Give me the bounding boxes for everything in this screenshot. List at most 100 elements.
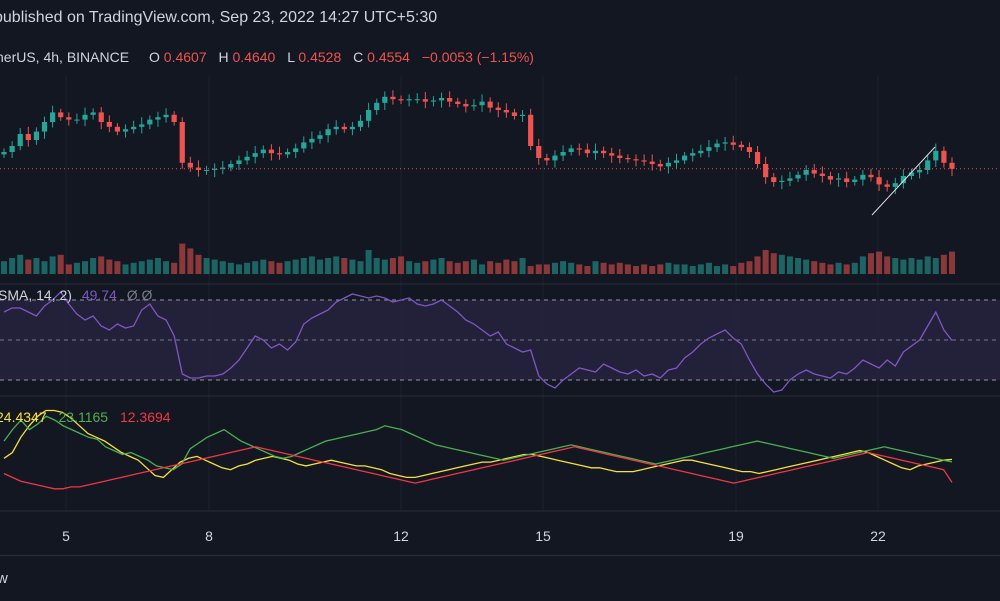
candle[interactable] — [625, 154, 631, 163]
candle[interactable] — [682, 152, 688, 164]
candle[interactable] — [552, 150, 558, 168]
trend-line[interactable] — [871, 146, 936, 216]
candle[interactable] — [536, 138, 542, 165]
candle[interactable] — [139, 117, 145, 134]
candle[interactable] — [698, 144, 704, 158]
candle[interactable] — [122, 124, 129, 138]
candle[interactable] — [333, 120, 339, 135]
candle[interactable] — [74, 113, 80, 124]
candle[interactable] — [33, 127, 40, 145]
candle[interactable] — [366, 102, 372, 128]
candle[interactable] — [860, 170, 866, 186]
candle[interactable] — [665, 157, 672, 174]
candle[interactable] — [916, 165, 923, 179]
candle[interactable] — [455, 98, 461, 108]
candle[interactable] — [114, 123, 121, 136]
candle[interactable] — [390, 90, 396, 105]
candle[interactable] — [690, 148, 696, 162]
candle[interactable] — [147, 115, 153, 130]
candle[interactable] — [398, 95, 404, 104]
candle[interactable] — [98, 107, 104, 130]
candle[interactable] — [244, 150, 250, 165]
candle[interactable] — [163, 108, 169, 123]
candle[interactable] — [41, 116, 48, 139]
candle[interactable] — [260, 145, 266, 158]
candle[interactable] — [406, 94, 412, 107]
candle[interactable] — [811, 164, 817, 178]
candle[interactable] — [649, 154, 655, 171]
candle[interactable] — [317, 131, 323, 144]
candle[interactable] — [25, 126, 31, 147]
candle[interactable] — [568, 144, 574, 156]
candle[interactable] — [503, 103, 509, 118]
candle[interactable] — [754, 146, 761, 169]
candle[interactable] — [641, 154, 647, 166]
candle[interactable] — [835, 173, 842, 187]
candle[interactable] — [609, 147, 615, 163]
candle[interactable] — [90, 108, 96, 120]
candles[interactable] — [1, 90, 955, 194]
candle[interactable] — [787, 171, 793, 187]
candle[interactable] — [422, 92, 428, 109]
candle[interactable] — [722, 137, 728, 151]
candle[interactable] — [852, 176, 858, 186]
candle[interactable] — [868, 168, 874, 182]
candle[interactable] — [203, 165, 210, 175]
price-chart[interactable]: herUS, 4h, BINANCE O 0.4607 H 0.4640 L 0… — [0, 36, 1000, 555]
candle[interactable] — [131, 120, 137, 134]
candle[interactable] — [106, 115, 112, 133]
candle[interactable] — [528, 108, 534, 151]
candle[interactable] — [479, 94, 485, 112]
candle[interactable] — [900, 169, 906, 189]
candle[interactable] — [795, 171, 801, 182]
candle[interactable] — [228, 160, 234, 172]
candle[interactable] — [220, 161, 226, 175]
candle[interactable] — [941, 146, 947, 168]
candle[interactable] — [17, 128, 23, 151]
candle[interactable] — [738, 141, 744, 151]
candle[interactable] — [357, 114, 364, 131]
candle[interactable] — [779, 175, 785, 190]
candle[interactable] — [819, 166, 825, 183]
candle[interactable] — [268, 144, 274, 161]
candle[interactable] — [179, 117, 185, 169]
candle[interactable] — [511, 108, 518, 120]
candle[interactable] — [50, 105, 56, 128]
candle[interactable] — [706, 140, 712, 158]
candle[interactable] — [892, 177, 898, 194]
candle[interactable] — [584, 143, 590, 158]
candle[interactable] — [746, 142, 753, 158]
candle[interactable] — [1, 148, 7, 158]
candle[interactable] — [600, 146, 607, 158]
candle[interactable] — [876, 170, 882, 191]
candle[interactable] — [463, 99, 469, 113]
candle[interactable] — [447, 91, 453, 107]
candle[interactable] — [171, 111, 177, 126]
candle[interactable] — [763, 156, 769, 184]
candle[interactable] — [714, 139, 720, 152]
candle[interactable] — [382, 91, 388, 110]
candle[interactable] — [592, 143, 599, 160]
candle[interactable] — [844, 171, 850, 188]
candle[interactable] — [9, 141, 15, 158]
candle[interactable] — [925, 154, 931, 175]
candle[interactable] — [617, 149, 623, 164]
candle[interactable] — [58, 108, 64, 121]
candle[interactable] — [414, 93, 420, 104]
candle[interactable] — [495, 102, 501, 118]
candle[interactable] — [195, 160, 202, 177]
candle[interactable] — [803, 165, 809, 181]
candle[interactable] — [82, 107, 88, 127]
candle[interactable] — [325, 123, 331, 143]
candle[interactable] — [908, 168, 915, 180]
candle[interactable] — [487, 97, 493, 113]
candle[interactable] — [430, 96, 437, 107]
candle[interactable] — [471, 99, 477, 111]
candle[interactable] — [252, 146, 258, 164]
candle[interactable] — [276, 146, 283, 160]
candle[interactable] — [544, 153, 550, 166]
candle[interactable] — [827, 171, 834, 185]
candle[interactable] — [212, 163, 218, 178]
candle[interactable] — [293, 143, 299, 158]
candle[interactable] — [374, 98, 380, 115]
